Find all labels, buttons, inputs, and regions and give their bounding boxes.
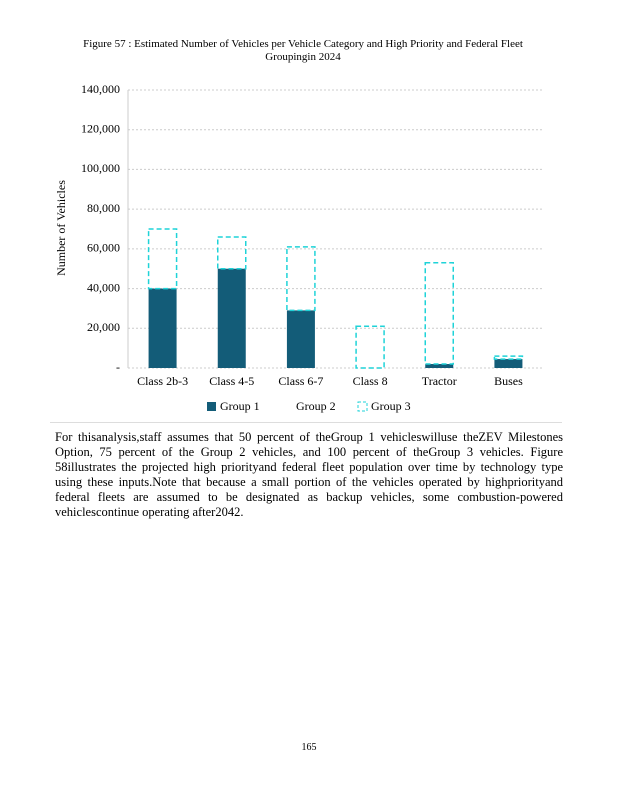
x-tick-label: Class 6-7 [278, 374, 323, 388]
x-tick-label: Tractor [422, 374, 457, 388]
y-tick-label: 80,000 [87, 201, 120, 215]
y-tick-label: 40,000 [87, 280, 120, 294]
x-tick-label: Buses [494, 374, 523, 388]
y-tick-label: - [116, 360, 120, 374]
bar-segment [286, 246, 316, 312]
x-tick-label: Class 2b-3 [137, 374, 188, 388]
y-tick-label: 20,000 [87, 320, 120, 334]
bar-segment [355, 325, 385, 369]
page-number: 165 [301, 742, 317, 753]
y-tick-label: 140,000 [81, 82, 120, 96]
bar-segment [217, 268, 246, 368]
y-tick-label: 120,000 [81, 121, 120, 135]
y-axis-label: Number of Vehicles [54, 180, 68, 276]
legend-swatch [207, 402, 216, 411]
x-tick-label: Class 4-5 [209, 374, 254, 388]
chart: Number of Vehicles - 20,000 40,000 60,000 80… [54, 82, 543, 413]
bar-segment [493, 355, 524, 360]
bar-segment [147, 228, 178, 290]
legend-swatch [283, 402, 292, 411]
bar-segment [425, 364, 454, 368]
legend-label: Group 1 [220, 399, 260, 413]
bar-segment [494, 359, 523, 368]
legend-swatch [357, 401, 368, 412]
legend-label: Group 2 [296, 399, 336, 413]
y-tick-label: 60,000 [87, 241, 120, 255]
body-text: For thisanalysis,staff assumes that 50 p… [55, 430, 563, 519]
divider [50, 422, 562, 423]
bar-segment [148, 288, 177, 368]
y-tick-label: 100,000 [81, 161, 120, 175]
bar-segment [217, 236, 247, 270]
bar-segment [424, 262, 454, 365]
legend-label: Group 3 [371, 399, 411, 413]
bar-segment [286, 310, 315, 368]
chart-title: Figure 57 : Estimated Number of Vehicles… [83, 38, 523, 63]
x-tick-label: Class 8 [353, 374, 388, 388]
